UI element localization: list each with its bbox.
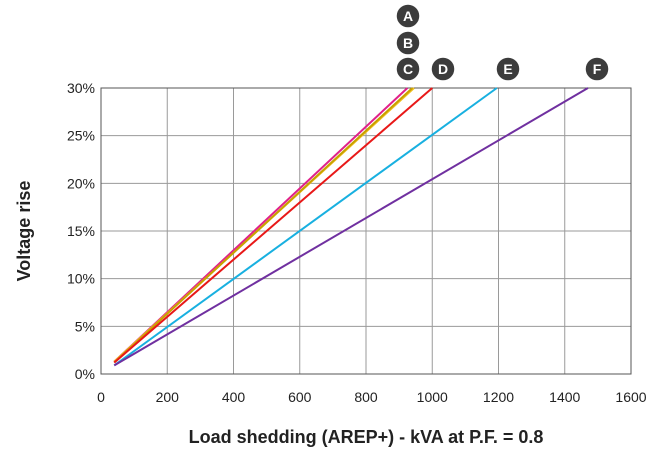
series-lines <box>113 87 589 367</box>
x-tick-label: 200 <box>156 389 180 405</box>
badge-letter: B <box>403 35 413 51</box>
series-line-e <box>113 87 498 367</box>
badge-e: E <box>495 56 521 82</box>
plot-frame <box>100 87 632 375</box>
badge-c: C <box>395 56 421 82</box>
y-tick-label: 0% <box>75 366 95 382</box>
badge-a: A <box>395 3 421 29</box>
y-axis-title: Voltage rise <box>14 181 34 282</box>
x-tick-label: 0 <box>97 389 105 405</box>
badge-d: D <box>430 56 456 82</box>
x-axis-title: Load shedding (AREP+) - kVA at P.F. = 0.… <box>189 427 544 447</box>
badge-circle <box>395 56 421 82</box>
x-tick-label: 1200 <box>483 389 514 405</box>
y-tick-label: 20% <box>67 175 95 191</box>
y-tick-label: 15% <box>67 223 95 239</box>
y-tick-label: 10% <box>67 271 95 287</box>
y-tick-label: 5% <box>75 318 95 334</box>
badge-circle <box>495 56 521 82</box>
x-tick-label: 600 <box>288 389 312 405</box>
series-line-f <box>113 87 589 367</box>
series-line-c <box>113 87 414 364</box>
badge-circle <box>395 30 421 56</box>
grid <box>101 88 631 374</box>
y-tick-label: 30% <box>67 80 95 96</box>
badge-letter: D <box>438 61 448 77</box>
x-tick-label: 1000 <box>417 389 448 405</box>
badge-letter: E <box>503 61 512 77</box>
x-tick-label: 1600 <box>615 389 646 405</box>
x-axis-ticks: 0 200 400 600 800 1000 1200 1400 1600 <box>97 389 647 405</box>
y-tick-label: 25% <box>67 128 95 144</box>
badge-circle <box>584 56 610 82</box>
x-tick-label: 1400 <box>549 389 580 405</box>
badge-letter: F <box>593 61 602 77</box>
x-tick-label: 800 <box>354 389 378 405</box>
badge-circle <box>395 3 421 29</box>
badge-letter: C <box>403 61 413 77</box>
y-axis-ticks: 0% 5% 10% 15% 20% 25% 30% <box>67 80 95 382</box>
badge-letter: A <box>403 8 413 24</box>
series-badges: ABC D E F <box>395 3 610 82</box>
series-line-d <box>113 87 433 364</box>
badge-f: F <box>584 56 610 82</box>
badge-circle <box>430 56 456 82</box>
x-tick-label: 400 <box>222 389 246 405</box>
badge-b: B <box>395 30 421 56</box>
